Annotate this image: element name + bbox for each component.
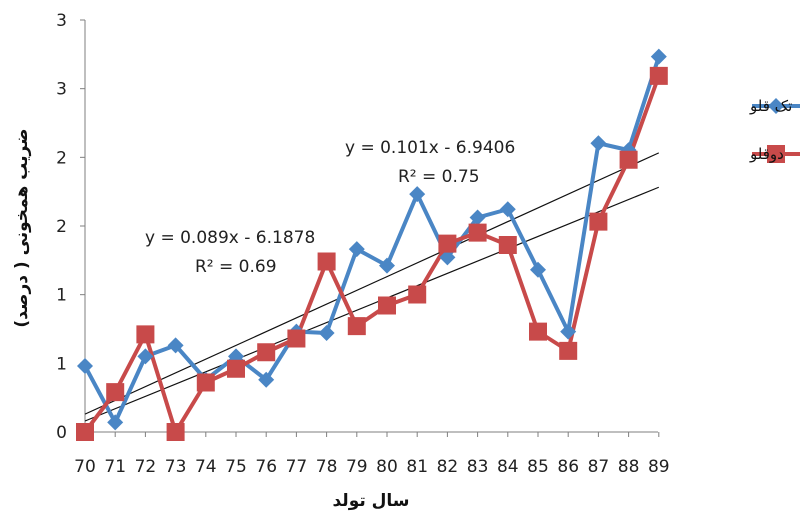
data-point-series-1 (650, 48, 667, 65)
x-ticks: 70 71 72 73 74 75 76 77 78 79 80 81 82 83 84 85 86 87 88 89 (74, 432, 670, 477)
data-point-series-1 (560, 323, 577, 340)
legend-label-1: تک قلو (749, 97, 792, 115)
data-point-series-2 (76, 423, 94, 441)
y-axis-title: ضریب همخونی ( درصد) (12, 128, 32, 327)
y-ticks: 0 1 1 2 2 3 3 (56, 11, 85, 443)
data-point-series-2 (136, 325, 155, 344)
data-point-series-2 (347, 317, 366, 336)
trendline-r2-1: R² = 0.69 (195, 257, 277, 277)
trendline-equation-2: y = 0.101x - 6.9406 (345, 138, 515, 158)
data-point-series-2 (106, 383, 125, 402)
x-tick-label: 77 (286, 457, 308, 477)
data-point-series-2 (196, 373, 215, 392)
x-tick-label: 70 (74, 457, 96, 477)
x-tick-label: 72 (135, 457, 157, 477)
data-point-series-2 (649, 66, 668, 85)
data-point-series-2 (317, 252, 336, 271)
data-point-series-2 (166, 423, 185, 441)
trendline-r2-2: R² = 0.75 (398, 167, 480, 187)
x-tick-label: 89 (648, 457, 670, 477)
x-tick-label: 79 (346, 457, 368, 477)
y-tick-label: 2 (56, 148, 67, 168)
y-tick-label: 0 (56, 423, 67, 443)
data-point-series-1 (318, 325, 335, 341)
x-tick-label: 81 (406, 457, 428, 477)
x-tick-label: 83 (467, 457, 489, 477)
trendlines (84, 152, 660, 422)
data-point-series-1 (530, 261, 546, 278)
data-point-series-2 (559, 341, 578, 360)
y-tick-label: 2 (56, 217, 67, 237)
y-tick-label: 3 (56, 11, 67, 31)
trendline-1 (84, 186, 660, 422)
data-point-series-1 (77, 358, 93, 374)
x-tick-label: 82 (437, 457, 459, 477)
y-tick-label: 3 (56, 80, 67, 100)
legend-label-2: دوقلو (749, 145, 784, 163)
x-tick-label: 85 (527, 457, 549, 477)
x-tick-label: 87 (588, 457, 610, 477)
data-point-series-1 (258, 371, 275, 388)
data-point-series-1 (167, 337, 184, 354)
x-tick-label: 76 (255, 457, 277, 477)
legend-marker-1 (768, 98, 784, 114)
data-point-series-1 (107, 414, 124, 431)
x-tick-label: 86 (557, 457, 579, 477)
data-point-series-2 (468, 223, 487, 242)
trendline-equation-1: y = 0.089x - 6.1878 (145, 228, 315, 248)
data-point-series-1 (348, 241, 365, 258)
data-point-series-1 (439, 249, 456, 266)
data-point-series-2 (438, 234, 457, 253)
data-point-series-1 (499, 201, 516, 218)
x-axis-title: سال تولد (332, 491, 409, 511)
data-point-series-2 (227, 359, 245, 378)
x-tick-label: 78 (316, 457, 338, 477)
data-point-series-2 (529, 322, 547, 341)
data-point-series-2 (257, 343, 276, 362)
x-tick-label: 73 (165, 457, 187, 477)
y-tick-label: 1 (56, 354, 67, 374)
data-point-series-2 (589, 212, 608, 231)
data-point-series-1 (590, 135, 607, 152)
legend: تک قلو دوقلو (749, 97, 800, 163)
x-tick-label: 84 (497, 457, 519, 477)
data-point-series-1 (137, 348, 154, 365)
x-tick-label: 74 (195, 457, 217, 477)
data-point-series-1 (469, 209, 486, 226)
trendline-2 (84, 152, 660, 415)
data-point-series-1 (409, 186, 426, 203)
y-tick-label: 1 (56, 286, 67, 306)
series-group (76, 48, 668, 441)
data-point-series-1 (379, 257, 395, 274)
series-line-1 (83, 56, 661, 425)
legend-marker-2 (767, 145, 785, 163)
x-tick-label: 71 (104, 457, 126, 477)
trendline-equations: y = 0.089x - 6.1878 R² = 0.69 y = 0.101x -… (145, 138, 515, 277)
x-tick-label: 80 (376, 457, 398, 477)
x-tick-label: 75 (225, 457, 247, 477)
data-point-series-2 (498, 236, 517, 254)
data-point-series-2 (287, 329, 306, 348)
data-point-series-2 (378, 296, 396, 315)
series-line-2 (83, 75, 661, 434)
x-tick-label: 88 (618, 457, 640, 477)
data-point-series-2 (408, 285, 427, 304)
axes (84, 20, 658, 433)
data-point-series-2 (619, 150, 638, 169)
